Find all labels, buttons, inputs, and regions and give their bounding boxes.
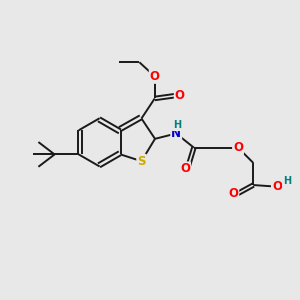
Text: S: S (137, 155, 146, 168)
Text: H: H (283, 176, 291, 186)
Text: H: H (173, 120, 181, 130)
Text: O: O (233, 141, 243, 154)
Text: N: N (171, 127, 181, 140)
Text: O: O (150, 70, 160, 83)
Text: O: O (272, 180, 282, 193)
Text: O: O (180, 162, 190, 175)
Text: O: O (175, 89, 185, 102)
Text: O: O (228, 188, 238, 200)
